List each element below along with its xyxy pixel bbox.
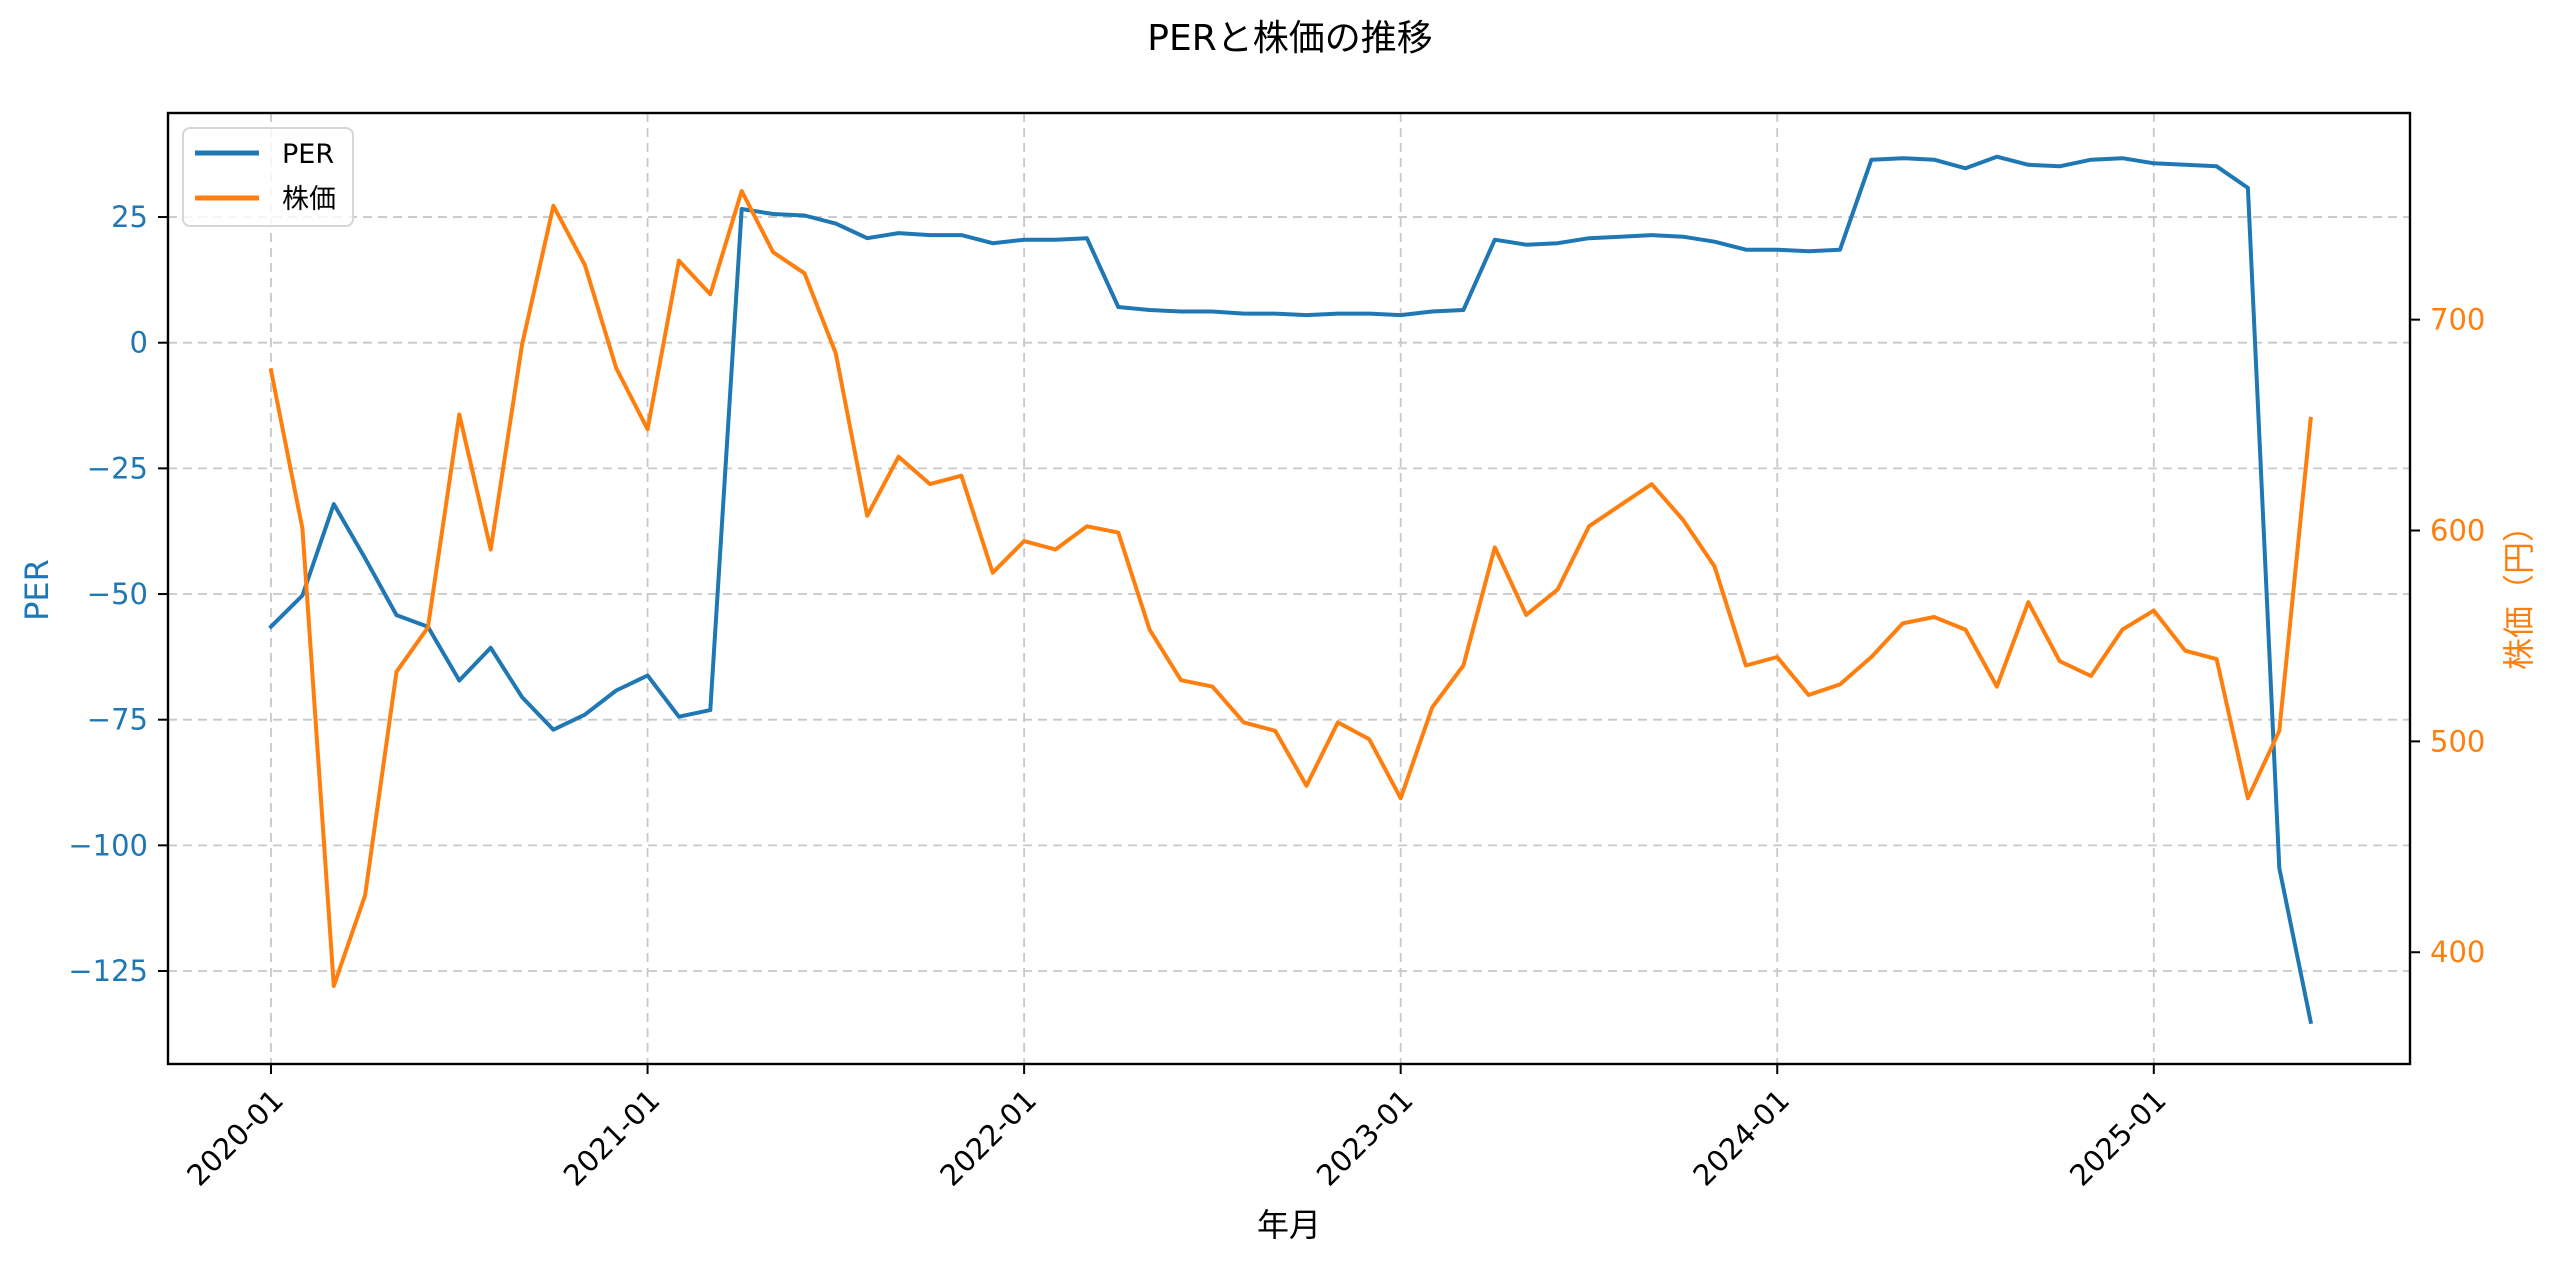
left-y-axis: 25 0 −25 −50 −75 −100 −125 xyxy=(68,200,168,988)
x-tick-label: 2021-01 xyxy=(557,1083,667,1193)
right-y-axis-label: 株価（円） xyxy=(2500,510,2538,670)
x-tick-label: 2025-01 xyxy=(2063,1083,2173,1193)
legend-label-per: PER xyxy=(282,139,334,170)
per-line xyxy=(268,154,2314,1025)
left-y-axis-label: PER xyxy=(18,559,56,621)
plot-frame xyxy=(166,111,2412,1066)
right-y-axis: 700 600 500 400 xyxy=(2410,303,2485,969)
left-tick-label: 0 xyxy=(130,326,148,360)
chart-title: PERと株価の推移 xyxy=(1147,18,1432,59)
legend-label-price: 株価 xyxy=(282,184,336,215)
series-lines xyxy=(268,154,2314,1025)
x-axis: 2020-01 2021-01 2022-01 2023-01 2024-01 2025-… xyxy=(180,1064,2173,1193)
x-axis-label: 年月 xyxy=(1257,1206,1321,1244)
price-line xyxy=(268,189,2313,988)
x-tick-label: 2022-01 xyxy=(933,1083,1043,1193)
right-tick-label: 400 xyxy=(2430,935,2485,969)
left-tick-label: −75 xyxy=(87,703,148,737)
gridlines xyxy=(168,113,2410,1064)
left-tick-label: −50 xyxy=(87,577,148,611)
legend: PER 株価 xyxy=(182,127,354,227)
left-tick-label: −25 xyxy=(87,451,148,485)
left-tick-label: −100 xyxy=(68,828,148,862)
left-tick-label: 25 xyxy=(111,200,148,234)
x-tick-label: 2023-01 xyxy=(1310,1083,1420,1193)
x-tick-label: 2020-01 xyxy=(180,1083,290,1193)
right-tick-label: 600 xyxy=(2430,514,2485,548)
x-tick-label: 2024-01 xyxy=(1686,1083,1796,1193)
right-tick-label: 500 xyxy=(2430,724,2485,758)
left-tick-label: −125 xyxy=(68,954,148,988)
right-tick-label: 700 xyxy=(2430,303,2485,337)
